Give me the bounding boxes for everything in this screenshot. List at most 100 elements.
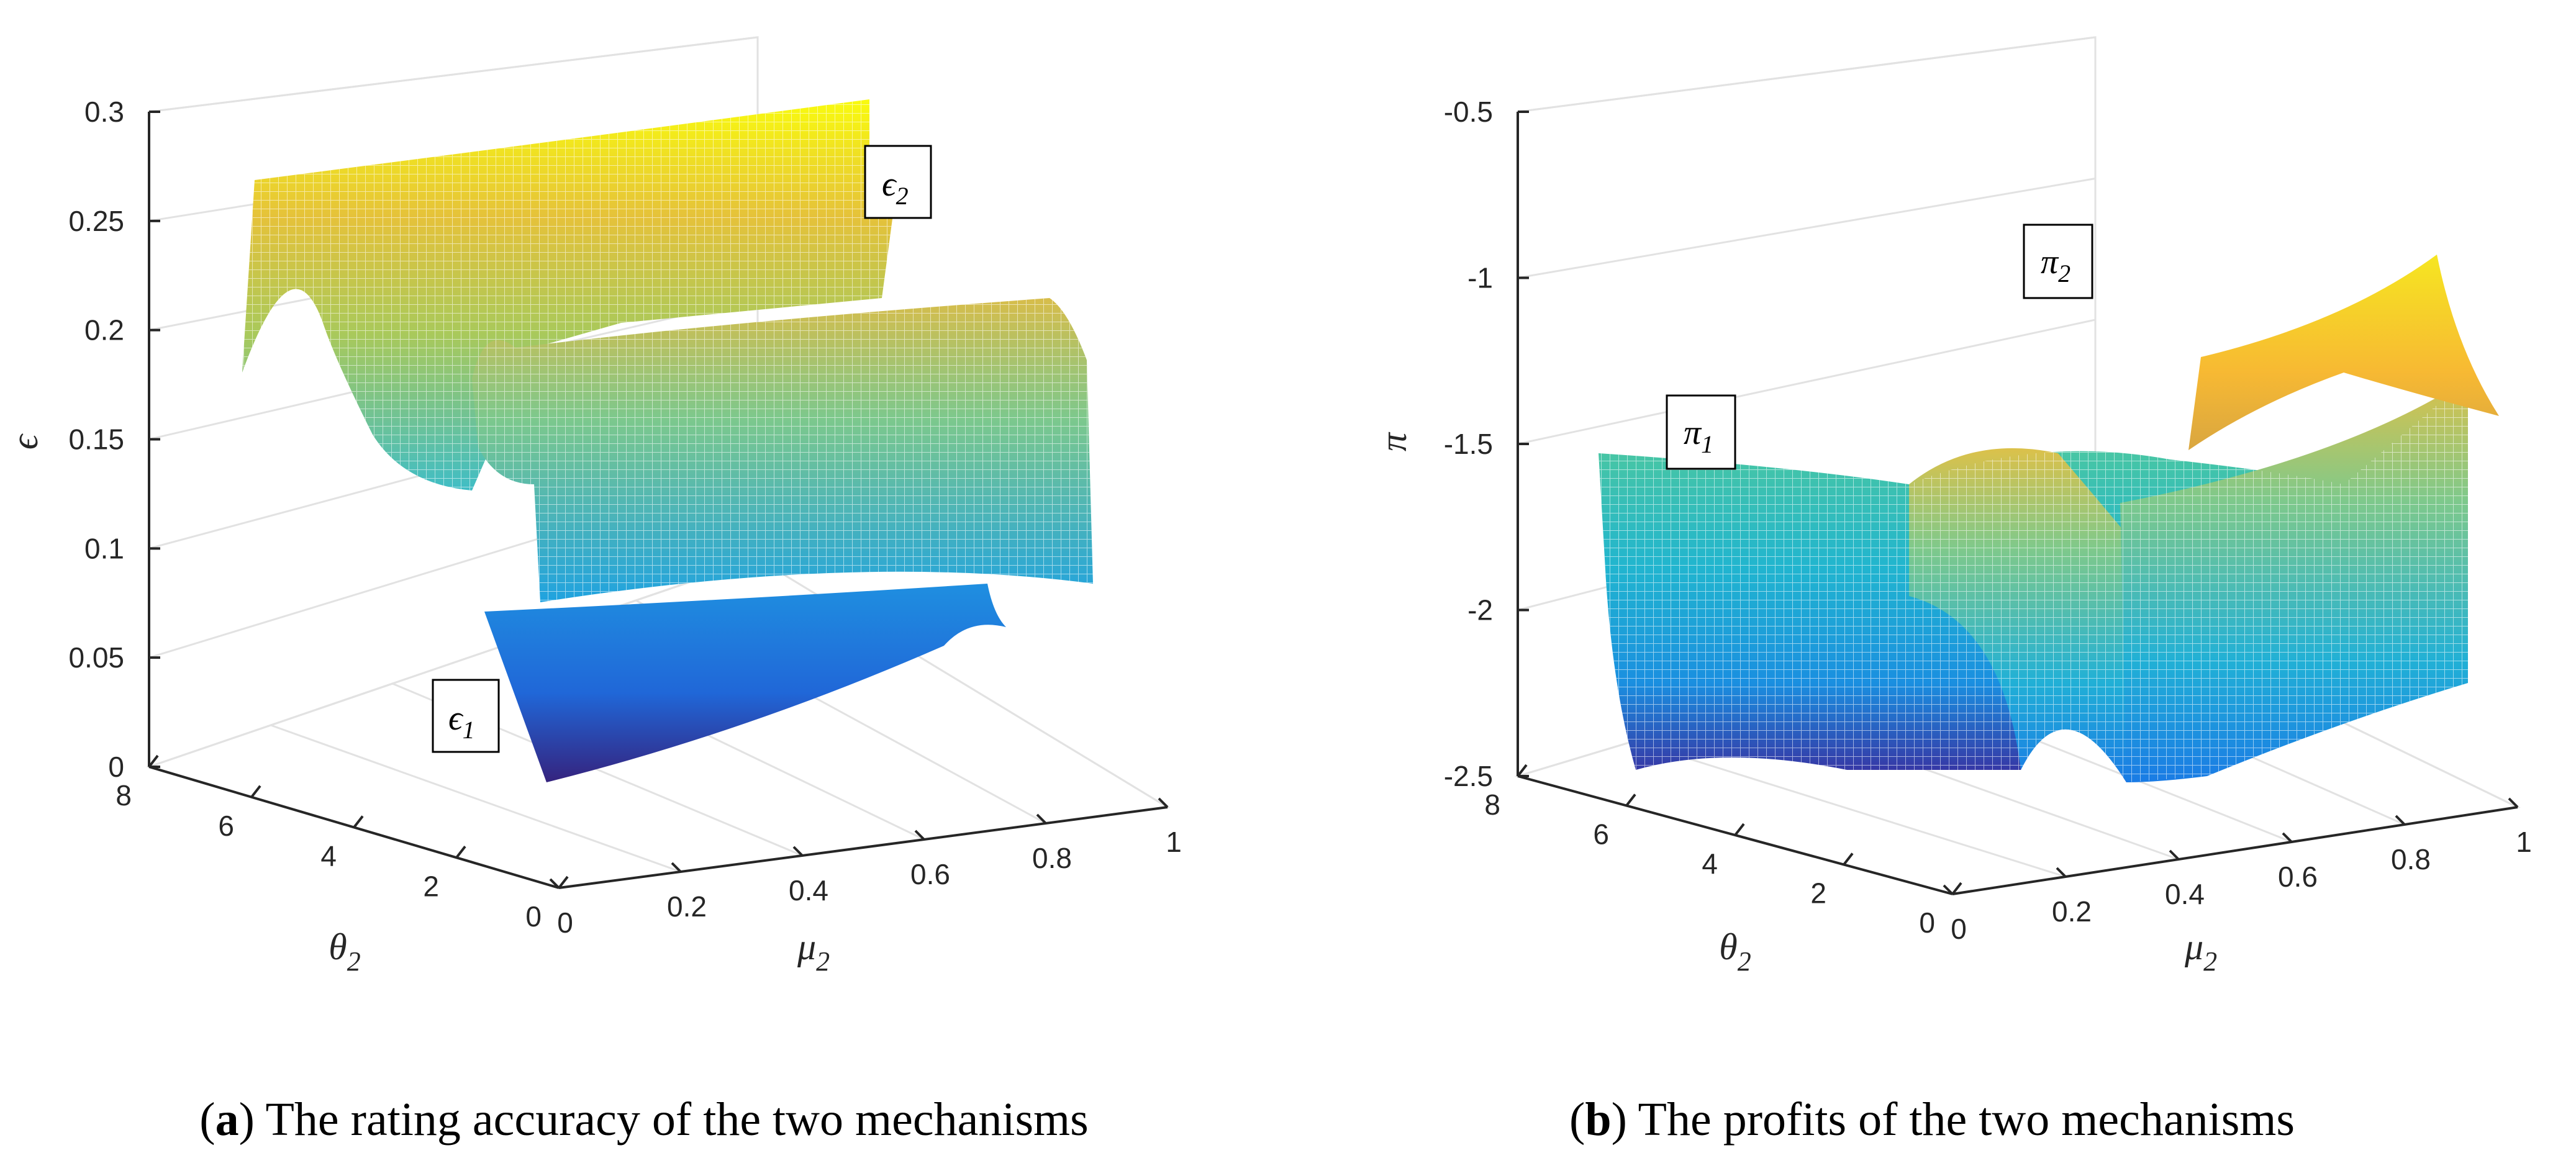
caption-a: (a) The rating accuracy of the two mecha… — [199, 1093, 1089, 1146]
y-ticks: 0 2 4 6 8 — [116, 754, 569, 933]
z-ticks: 0 0.05 0.1 0.15 0.2 0.25 0.3 — [68, 96, 160, 783]
label-epsilon-1-base: ϵ — [448, 699, 464, 738]
pi-1-mesh — [1599, 379, 2468, 782]
z-grid-line — [1517, 36, 2096, 113]
z-tick-label: -0.5 — [1444, 96, 1493, 128]
z-tick-label: -1.5 — [1444, 428, 1493, 460]
z-grid-line — [1517, 319, 2096, 445]
caption-a-tag: a — [215, 1093, 239, 1146]
label-epsilon-1: ϵ1 — [448, 699, 475, 744]
x-tick-label: 0 — [1951, 913, 1967, 945]
x-tick-label: 0.6 — [910, 858, 950, 890]
x-tick-label: 1 — [2516, 826, 2532, 858]
y-axis-label-base: θ — [1719, 926, 1737, 967]
label-epsilon-2: ϵ2 — [882, 165, 909, 210]
y-axis-label-sub: 2 — [347, 946, 361, 977]
z-grid-line — [1517, 178, 2096, 279]
z-tick-label: -2 — [1467, 594, 1493, 626]
y-tick-label: 6 — [218, 810, 234, 842]
x-tick-label: 0.2 — [2052, 895, 2092, 928]
label-pi-2: π2 — [2041, 243, 2070, 287]
surface-pi-1 — [1599, 379, 2468, 782]
x-axis-label: μ2 — [2184, 926, 2217, 977]
y-tick-mark — [353, 815, 364, 828]
z-tick-label: 0.2 — [84, 314, 124, 346]
y-axis-label-sub: 2 — [1738, 946, 1751, 977]
label-pi-2-base: π — [2041, 243, 2059, 281]
x-tick-label: 0.4 — [2165, 878, 2205, 910]
y-tick-label: 8 — [1484, 789, 1500, 821]
x-tick-label: 0.8 — [2391, 843, 2431, 875]
z-tick-label: 0.05 — [68, 641, 124, 674]
x-tick-mark — [2508, 797, 2519, 808]
x-tick-mark — [2282, 832, 2293, 843]
x-tick-mark — [1943, 884, 1954, 895]
label-box-pi-1-frame — [1666, 394, 1736, 470]
label-box-epsilon-2: ϵ2 — [864, 145, 932, 219]
label-pi-1: π1 — [1684, 414, 1713, 458]
y-tick-mark — [455, 846, 466, 859]
x-axis-label-base: μ — [2184, 926, 2203, 967]
epsilon-1-sheet — [484, 584, 1006, 782]
surface-epsilon-1 — [484, 584, 1006, 782]
label-epsilon-2-base: ϵ — [882, 165, 897, 204]
y-tick-label: 2 — [423, 870, 439, 902]
caption-b-tag: b — [1585, 1093, 1612, 1146]
y-axis-label: θ2 — [1719, 926, 1751, 977]
z-tick-label: 0.15 — [68, 423, 124, 456]
label-box-pi-1: π1 — [1666, 394, 1736, 470]
x-ticks: 0 0.2 0.4 0.6 0.8 1 — [1943, 797, 2532, 945]
x-axis — [558, 806, 1168, 889]
x-tick-label: 0 — [557, 907, 573, 939]
x-axis-label-sub: 2 — [2203, 946, 2217, 977]
y-axis-label: θ2 — [329, 926, 360, 977]
x-ticks: 0 0.2 0.4 0.6 0.8 1 — [549, 797, 1182, 939]
z-ticks: -2.5 -2 -1.5 -1 -0.5 — [1444, 96, 1529, 792]
x-tick-mark — [2169, 849, 2180, 861]
label-box-epsilon-1-frame — [432, 679, 500, 753]
z-tick-label: -2.5 — [1444, 760, 1493, 792]
y-tick-label: 2 — [1810, 877, 1826, 910]
x-tick-label: 0.6 — [2278, 861, 2318, 893]
y-tick-mark — [250, 785, 261, 798]
y-tick-mark — [1734, 823, 1745, 836]
z-grid-line — [148, 558, 758, 768]
x-tick-label: 0.2 — [667, 890, 707, 923]
x-tick-mark — [792, 846, 804, 857]
y-tick-mark — [1517, 764, 1528, 777]
x-axis-label-sub: 2 — [816, 946, 830, 977]
label-pi-2-sub: 2 — [2058, 260, 2070, 287]
y-tick-mark — [558, 875, 569, 889]
label-box-epsilon-1: ϵ1 — [432, 679, 500, 753]
label-pi-1-sub: 1 — [1701, 430, 1713, 458]
x-tick-mark — [1036, 813, 1047, 825]
y-tick-label: 4 — [1702, 848, 1718, 880]
label-pi-1-base: π — [1684, 414, 1702, 452]
x-tick-mark — [1158, 797, 1169, 808]
caption-b: (b) The profits of the two mechanisms — [1569, 1093, 2295, 1146]
x-tick-mark — [2395, 815, 2406, 826]
y-tick-label: 0 — [1919, 907, 1935, 939]
x-tick-mark — [671, 862, 682, 873]
pi-2-sheet — [2188, 255, 2499, 450]
caption-b-text: The profits of the two mechanisms — [1638, 1093, 2295, 1146]
y-tick-label: 6 — [1593, 818, 1609, 851]
surface-pi-2 — [2188, 255, 2499, 450]
label-box-epsilon-2-frame — [864, 145, 932, 219]
epsilon-2-front-mesh — [472, 298, 1093, 602]
x-tick-mark — [914, 830, 925, 841]
x-tick-mark — [549, 878, 560, 889]
label-box-pi-2-frame — [2023, 224, 2093, 299]
x-grid-line — [1633, 740, 2066, 878]
x-axis — [1952, 806, 2518, 895]
y-axis-label-base: θ — [329, 926, 347, 967]
z-grid-line — [148, 36, 758, 113]
z-tick-label: 0.25 — [68, 205, 124, 237]
z-axis-label: π — [1373, 432, 1414, 451]
caption-a-text: The rating accuracy of the two mechanism… — [265, 1093, 1089, 1146]
label-epsilon-1-sub: 1 — [463, 716, 475, 744]
